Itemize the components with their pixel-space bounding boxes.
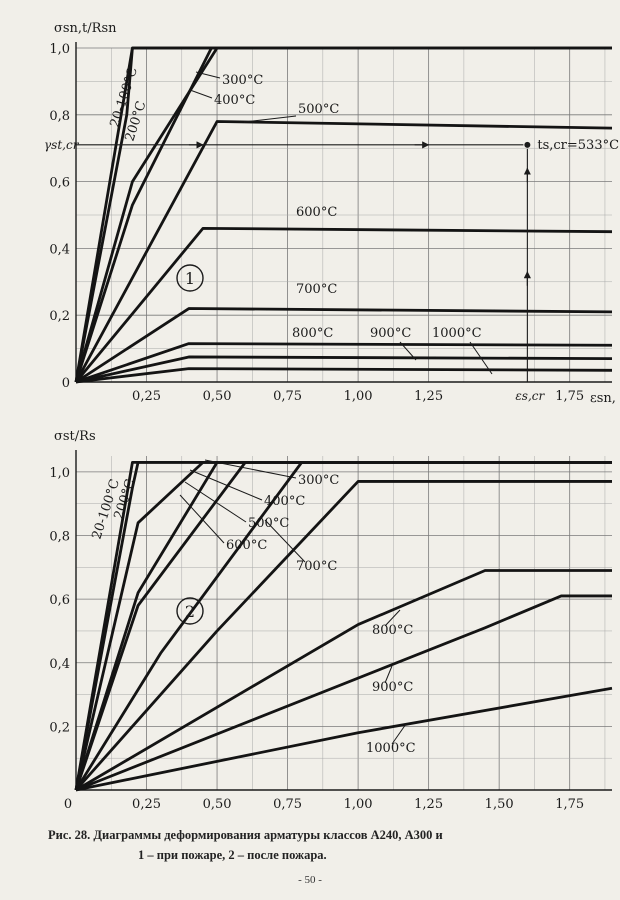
panel-label-circle bbox=[176, 597, 204, 625]
x-tick-label-0-50: 0,50 bbox=[203, 797, 232, 812]
chart-2: 0 0,25 0,50 0,75 1,00 1,25 1,50 1,75 0,2 0,4 0,6 0,… bbox=[49, 429, 613, 812]
x-tick-label-0-25: 0,25 bbox=[132, 797, 161, 812]
panel-label: 2 bbox=[185, 602, 195, 621]
series-label-600-c: 600°C bbox=[226, 538, 267, 553]
x-tick-label-0: 0 bbox=[64, 797, 72, 812]
leader-900-c bbox=[399, 341, 417, 361]
leader-900-c bbox=[384, 665, 393, 684]
y-tick-label-0: 0 bbox=[62, 376, 70, 391]
series-line-200-c bbox=[74, 46, 612, 383]
leader-400-c bbox=[189, 89, 213, 99]
caption-line-2: 1 – при пожаре, 2 – после пожара. bbox=[138, 848, 327, 862]
series-label-900-c: 900°C bbox=[372, 680, 413, 695]
x-tick-label-1-25: 1,25 bbox=[414, 389, 443, 404]
x-tick-label-1-75: 1,75 bbox=[555, 797, 584, 812]
x-tick-label-0-75: 0,75 bbox=[273, 389, 302, 404]
series-line-700-c bbox=[74, 480, 612, 791]
series-line-200-c bbox=[74, 460, 612, 791]
series-line-300-c bbox=[74, 460, 612, 791]
y-tick-label-1-0: 1,0 bbox=[49, 42, 70, 57]
y-tick-label-0-6: 0,6 bbox=[49, 176, 70, 191]
grid-lines bbox=[76, 47, 612, 382]
critical-point-label: ts,cr=533°C bbox=[537, 138, 619, 153]
critical-point bbox=[524, 141, 531, 148]
series-label-300-c: 300°C bbox=[222, 73, 263, 88]
y-tick-label-0-2: 0,2 bbox=[49, 720, 70, 735]
x-tick-label-0-75: 0,75 bbox=[273, 797, 302, 812]
series-label-300-c: 300°C bbox=[298, 473, 339, 488]
x-tick-label-0-50: 0,50 bbox=[203, 389, 232, 404]
leader-1000-c bbox=[469, 341, 493, 375]
series-line-800-c bbox=[75, 342, 613, 384]
series-line-400-c bbox=[74, 460, 612, 791]
y-tick-label-0-2: 0,2 bbox=[49, 309, 70, 324]
panel-label-circle bbox=[176, 264, 204, 292]
series-line-600-c bbox=[74, 226, 613, 383]
x-tick-label-1-25: 1,25 bbox=[414, 797, 443, 812]
series-label-800-c: 800°C bbox=[292, 326, 333, 341]
series-label-700-c: 700°C bbox=[296, 282, 337, 297]
series-line-800-c bbox=[75, 569, 612, 792]
y-tick-label-0-4: 0,4 bbox=[49, 242, 70, 257]
series-line-900-c bbox=[75, 594, 612, 792]
leader-700-c bbox=[264, 519, 306, 563]
series-label-400-c: 400°C bbox=[214, 93, 255, 108]
series-label-500-c: 500°C bbox=[298, 102, 339, 117]
x-tick-label-1-00: 1,00 bbox=[344, 389, 373, 404]
series-line-1000-c bbox=[75, 686, 613, 792]
series-label-600-c: 600°C bbox=[296, 205, 337, 220]
x-axis-label: εsn, bbox=[590, 391, 616, 406]
series-label-1000-c: 1000°C bbox=[366, 741, 416, 756]
y-tick-label-0-8: 0,8 bbox=[49, 109, 70, 124]
panel-label: 1 bbox=[185, 269, 195, 288]
series-label-700-c: 700°C bbox=[296, 559, 337, 574]
leader-500-c bbox=[184, 481, 247, 523]
series-line-600-c bbox=[74, 460, 612, 791]
series-line-900-c bbox=[75, 355, 613, 384]
chart-1: 0,25 0,50 0,75 1,00 1,25 1,75 0 0,2 0,4 0,6 0,8 1,0… bbox=[44, 21, 619, 406]
x-tick-label-0-25: 0,25 bbox=[132, 389, 161, 404]
series-line-20-100-c bbox=[74, 460, 612, 791]
y-tick-label-0-6: 0,6 bbox=[49, 593, 70, 608]
series-line-1000-c bbox=[75, 367, 613, 384]
leader-800-c bbox=[384, 609, 401, 627]
x-tick-label-1-00: 1,00 bbox=[344, 797, 373, 812]
series-label-800-c: 800°C bbox=[372, 623, 413, 638]
series-label-1000-c: 1000°C bbox=[432, 326, 482, 341]
series-line-400-c bbox=[74, 47, 213, 383]
leader-1000-c bbox=[391, 723, 407, 745]
y-tick-label-0-4: 0,4 bbox=[49, 657, 70, 672]
page-number: - 50 - bbox=[298, 874, 322, 886]
y-tick-label-1-0: 1,0 bbox=[49, 466, 70, 481]
y-tick-label-0-8: 0,8 bbox=[49, 530, 70, 545]
series-line-700-c bbox=[75, 307, 613, 384]
y-axis-label: σst/Rs bbox=[54, 429, 96, 444]
caption-line-1: Рис. 28. Диаграммы деформирования армату… bbox=[48, 828, 443, 842]
leader-500-c bbox=[243, 115, 297, 123]
leader-400-c bbox=[189, 469, 263, 501]
leader-600-c bbox=[179, 494, 225, 544]
series-label-900-c: 900°C bbox=[370, 326, 411, 341]
figure-canvas: 0,25 0,50 0,75 1,00 1,25 1,7500,20,40,60,81,0… bbox=[44, 21, 619, 812]
critical-strain-label: εs,cr bbox=[515, 389, 545, 403]
critical-stress-label: γst,cr bbox=[44, 138, 80, 152]
x-tick-label-1-50: 1,50 bbox=[485, 797, 514, 812]
series-line-500-c bbox=[74, 120, 613, 383]
y-axis-label: σsn,t/Rsn bbox=[54, 21, 117, 36]
x-tick-label-1-75: 1,75 bbox=[555, 389, 584, 404]
series-line-500-c bbox=[74, 460, 612, 791]
